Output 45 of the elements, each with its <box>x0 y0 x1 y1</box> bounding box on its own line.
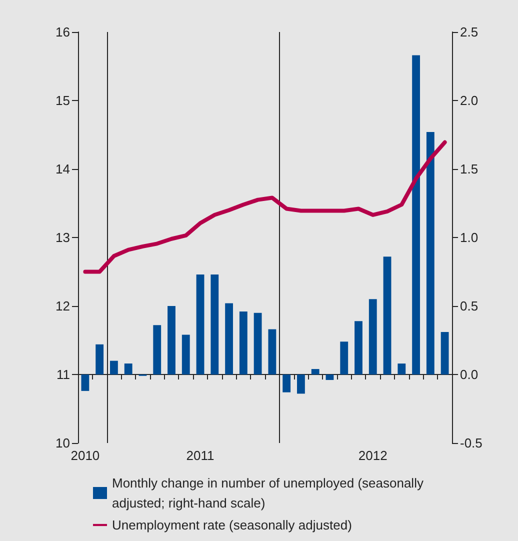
bar <box>383 256 392 374</box>
bar <box>239 311 248 374</box>
y2-tick-label: 1.5 <box>460 162 478 176</box>
bar <box>297 374 305 394</box>
bar <box>81 374 90 391</box>
bar <box>210 274 219 374</box>
bar <box>398 364 406 374</box>
bar <box>268 329 276 374</box>
bar <box>426 132 434 374</box>
bar <box>168 306 176 374</box>
y2-tick-label: 1.0 <box>460 230 478 245</box>
bar <box>340 342 348 374</box>
y-tick-label: 12 <box>56 298 70 314</box>
y-tick-label: 13 <box>56 230 70 245</box>
bar <box>311 369 320 374</box>
bar <box>282 374 291 392</box>
y-tick-label: 15 <box>56 93 70 108</box>
line-series <box>83 140 447 274</box>
bar <box>96 344 104 374</box>
bar <box>254 312 262 374</box>
y2-tick-label: 2.5 <box>460 24 478 40</box>
y-tick-label: 16 <box>56 24 70 40</box>
x-tick-label: 2012 <box>358 448 388 463</box>
y-tick-label: 10 <box>56 436 70 450</box>
bar <box>196 274 204 374</box>
bar <box>182 334 190 374</box>
x-tick-label: 2011 <box>186 448 214 463</box>
legend-label: Unemployment rate (seasonally adjusted) <box>112 518 352 532</box>
y-tick-label: 14 <box>56 162 70 176</box>
legend-label: Monthly change in number of unemployed (seasonally adjusted; right-hand scale) <box>112 476 428 510</box>
bar <box>412 55 420 374</box>
bar <box>153 325 162 374</box>
y-tick-label: 11 <box>56 367 70 382</box>
y2-tick-label: 2.0 <box>460 93 478 108</box>
bar <box>354 321 362 374</box>
y2-tick-label: 0.0 <box>460 367 478 382</box>
bar <box>110 360 118 374</box>
bar <box>225 303 233 374</box>
bar <box>440 332 449 374</box>
bar <box>368 299 377 374</box>
bar <box>124 364 132 374</box>
x-tick-label: 2010 <box>70 448 100 463</box>
bar <box>326 374 334 380</box>
y2-tick-label: 0.5 <box>460 298 478 314</box>
y2-tick-label: -0.5 <box>460 436 482 450</box>
